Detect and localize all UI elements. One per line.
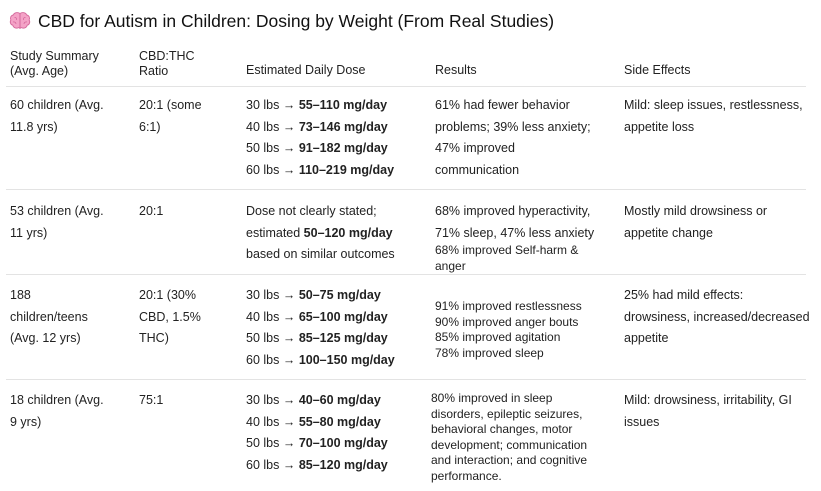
results-cell: 68% improved hyperactivity, 71% sleep, 4… [435,204,595,240]
ratio-cell: 20:1 (some 6:1) [139,98,202,134]
header-ratio: CBD:THC Ratio [139,49,195,78]
dose-cell: 30 lbs → 55–110 mg/day 40 lbs → 73–146 m… [246,98,395,177]
ratio-cell: 20:1 (30% CBD, 1.5% THC) [139,288,201,345]
side-effects-cell: Mild: drowsiness, irritability, GI issue… [624,393,792,429]
dose-cell: 30 lbs → 40–60 mg/day 40 lbs → 55–80 mg/… [246,393,388,472]
study-cell: 60 children (Avg. 11.8 yrs) [10,98,104,134]
results-cell: 80% improved in sleep disorders, epilept… [431,391,588,483]
study-cell: 188 children/teens (Avg. 12 yrs) [10,288,88,345]
side-effects-cell: Mild: sleep issues, restlessness, appeti… [624,98,803,134]
title-text: CBD for Autism in Children: Dosing by We… [38,10,555,31]
side-effects-cell: 25% had mild effects: drowsiness, increa… [624,288,810,345]
dose-cell: 30 lbs → 50–75 mg/day 40 lbs → 65–100 mg… [246,288,395,367]
row-divider [6,189,806,190]
header-divider [6,86,806,87]
brain-icon [9,12,31,29]
ratio-cell: 20:1 [139,204,164,218]
page-title: CBD for Autism in Children: Dosing by We… [9,9,554,33]
study-cell: 18 children (Avg. 9 yrs) [10,393,104,429]
study-cell: 53 children (Avg. 11 yrs) [10,204,104,240]
header-results: Results [435,63,477,77]
ratio-cell: 75:1 [139,393,164,407]
row-divider [6,274,806,275]
results-cell: 61% had fewer behavior problems; 39% les… [435,98,591,177]
results-note: 68% improved Self-harm & anger [435,243,579,273]
header-study-summary: Study Summary (Avg. Age) [10,49,99,78]
dose-cell: Dose not clearly stated; estimated 50–12… [246,204,395,261]
row-divider [6,379,806,380]
header-dose: Estimated Daily Dose [246,63,366,77]
side-effects-cell: Mostly mild drowsiness or appetite chang… [624,204,768,240]
header-side-effects: Side Effects [624,63,691,77]
results-cell: 91% improved restlessness 90% improved a… [435,299,582,360]
